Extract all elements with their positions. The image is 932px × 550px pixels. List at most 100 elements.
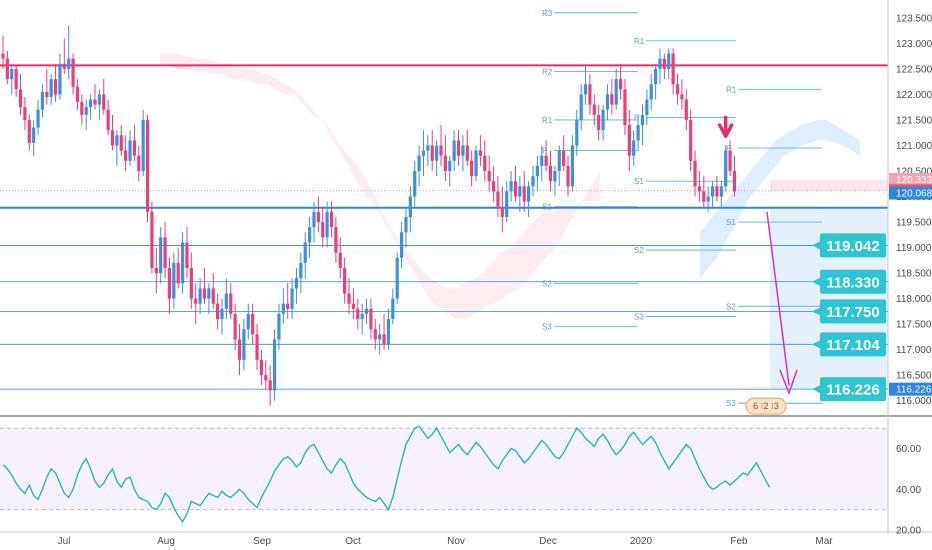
candle-body	[435, 145, 439, 161]
candle-body	[229, 293, 233, 314]
candle-body	[216, 303, 220, 320]
candle-body	[570, 145, 574, 187]
candle	[715, 176, 719, 202]
candle	[180, 232, 185, 294]
candle	[211, 273, 215, 309]
candle-body	[680, 94, 684, 100]
candle	[667, 48, 671, 80]
candle-body	[544, 155, 548, 166]
candle-body	[706, 196, 710, 202]
candle-body	[408, 196, 412, 217]
candle	[680, 79, 684, 110]
candle-body	[513, 181, 518, 197]
candle-body	[32, 127, 36, 143]
candle-body	[649, 84, 653, 100]
candle-body	[658, 58, 662, 69]
candle	[470, 150, 474, 187]
candle	[605, 84, 610, 120]
candle	[693, 150, 697, 197]
candle	[719, 181, 723, 207]
price-label-box	[889, 382, 932, 396]
candle	[303, 232, 307, 279]
candle	[592, 94, 596, 126]
time-tick-label: Sep	[253, 536, 271, 547]
candle-body	[351, 303, 355, 309]
event-badge-box	[745, 397, 787, 415]
candle-body	[102, 94, 106, 110]
annotations: 6 ⁝2 ⁝3	[717, 115, 798, 415]
candle	[649, 74, 653, 110]
candle-body	[710, 186, 715, 197]
candle	[106, 99, 110, 136]
price-tick-label: 118.000	[896, 294, 932, 305]
pivot-label: S1	[634, 177, 644, 186]
candle	[71, 53, 75, 95]
candle-body	[382, 334, 386, 345]
candle	[251, 303, 255, 345]
price-label-box	[889, 186, 932, 200]
candle	[544, 140, 548, 171]
candle	[509, 170, 513, 202]
candle-body	[443, 155, 447, 171]
pivot-label: S3	[542, 323, 552, 332]
pivot-label: S1	[726, 218, 736, 227]
candle-body	[689, 119, 693, 161]
candle	[128, 130, 132, 166]
candle	[5, 51, 9, 85]
candle	[540, 145, 544, 182]
candle-body	[632, 140, 636, 156]
candle	[373, 319, 377, 350]
time-tick-label: 2020	[630, 536, 653, 547]
candle-body	[220, 308, 224, 320]
candle-body	[557, 150, 561, 171]
candle-body	[413, 170, 417, 197]
candle-body	[540, 155, 544, 166]
candle-body	[518, 186, 522, 197]
candle	[207, 283, 211, 314]
candle	[343, 257, 347, 304]
candle	[391, 288, 395, 325]
price-tick-label: 122.500	[896, 64, 932, 75]
candle	[172, 252, 176, 309]
candle-body	[531, 176, 535, 187]
candle-body	[509, 181, 513, 192]
candle-body	[246, 313, 250, 330]
price-tick-label: 122.000	[896, 90, 932, 101]
candle	[294, 267, 299, 304]
candle	[110, 114, 115, 151]
candle	[202, 267, 207, 304]
target-label: 116.226	[812, 377, 886, 402]
price-label-value: 116.226	[896, 385, 932, 396]
candle	[286, 283, 290, 320]
candle	[259, 349, 264, 386]
candle	[408, 186, 412, 233]
candle-body	[167, 267, 172, 299]
candle	[49, 74, 53, 105]
candle-body	[575, 119, 579, 146]
target-label: 117.750	[812, 299, 886, 324]
time-tick-label: Oct	[345, 536, 361, 547]
candle	[448, 155, 452, 187]
candle-body	[430, 145, 434, 161]
candle-body	[500, 206, 504, 217]
candle-body	[356, 308, 360, 320]
price-label-value: 120.333	[896, 175, 932, 186]
candle	[102, 79, 106, 115]
price-tick-label: 121.000	[896, 141, 932, 152]
candle-body	[325, 211, 329, 238]
candle-body	[627, 125, 631, 156]
candle-body	[623, 89, 627, 126]
pivot-label: P	[542, 147, 547, 156]
price-tick-label: 117.000	[896, 345, 932, 356]
pivot-label: R1	[542, 116, 553, 125]
candle-body	[448, 160, 452, 171]
price-tick-label: 119.500	[896, 218, 932, 229]
candle	[654, 63, 658, 100]
candle-body	[645, 99, 649, 115]
candle	[531, 165, 535, 197]
candle-body	[27, 119, 31, 143]
candle-body	[360, 313, 364, 320]
candle	[312, 201, 316, 243]
candle-body	[478, 150, 483, 156]
candle-body	[97, 94, 101, 105]
